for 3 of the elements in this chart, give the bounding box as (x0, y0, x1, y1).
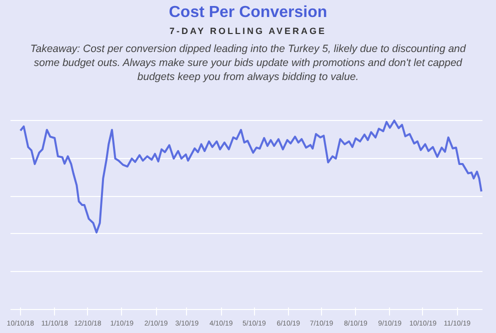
chart-title: Cost Per Conversion (168, 4, 328, 22)
chart-subtitle: 7-DAY ROLLING AVERAGE (168, 26, 328, 36)
text: Takeaway: Cost per conversion dipped leading into the Turkey 5, likely due to discounting and some budget outs. Always make sure your bids update with promotions and don't let capped budgets keep you from always bidding to value. (30, 42, 466, 84)
